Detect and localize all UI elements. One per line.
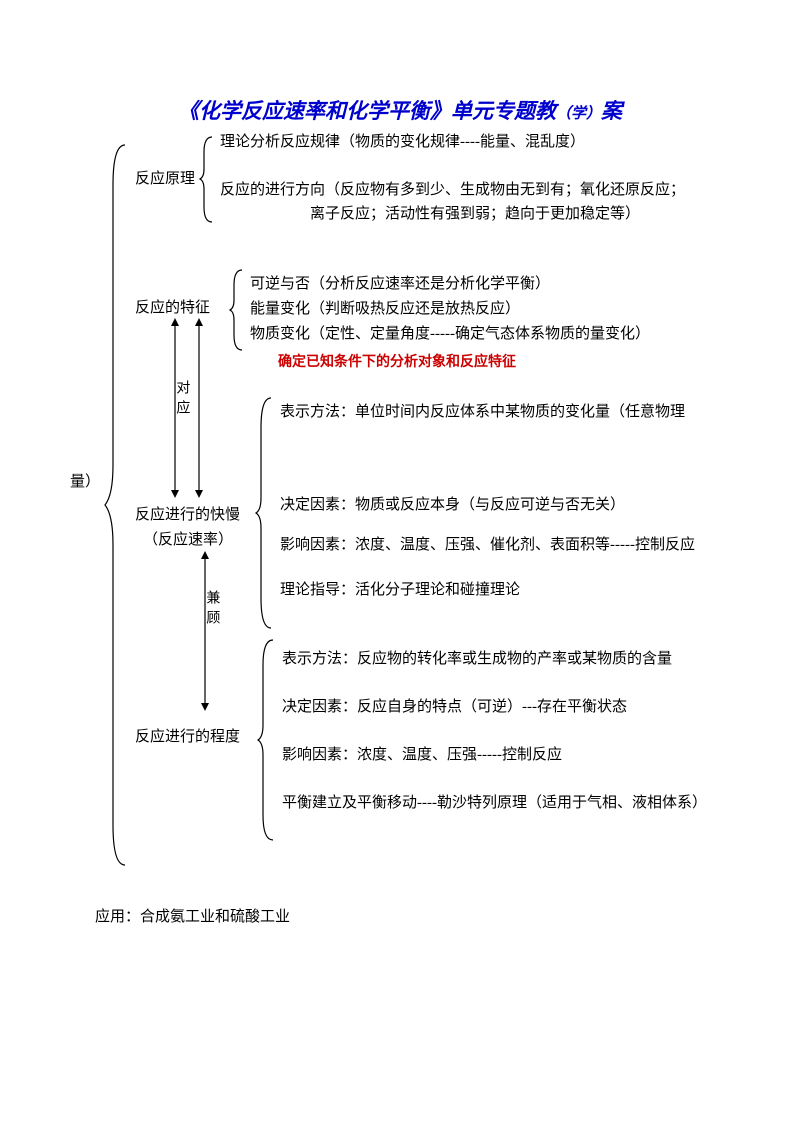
arrow1-label: 对应	[170, 380, 192, 420]
node4-label: 反应进行的程度	[135, 725, 240, 749]
node4-item0: 表示方法：反应物的转化率或生成物的产率或某物质的含量	[282, 647, 672, 671]
node3-item0: 表示方法：单位时间内反应体系中某物质的变化量（任意物理	[280, 400, 685, 424]
node2-item1: 能量变化（判断吸热反应还是放热反应）	[250, 297, 520, 321]
node2-brace	[230, 270, 246, 350]
node2-note: 确定已知条件下的分析对象和反应特征	[278, 350, 516, 372]
title-paren: （学）	[556, 106, 601, 122]
node4-item3: 平衡建立及平衡移动----勒沙特列原理（适用于气相、液相体系）	[282, 791, 707, 815]
node3-label1: 反应进行的快慢	[135, 503, 240, 527]
arrow1b	[192, 318, 206, 498]
arrow2	[198, 551, 212, 711]
root-label: 量）	[70, 470, 100, 494]
node2-label: 反应的特征	[135, 296, 210, 320]
node1-item0: 理论分析反应规律（物质的变化规律----能量、混乱度）	[220, 130, 585, 154]
title-post: 案	[601, 99, 622, 123]
node3-item2: 影响因素：浓度、温度、压强、催化剂、表面积等-----控制反应	[280, 533, 695, 557]
page-title: 《化学反应速率和化学平衡》单元专题教（学）案	[0, 95, 800, 129]
node4-brace	[258, 640, 278, 840]
node2-item2: 物质变化（定性、定量角度-----确定气态体系物质的量变化）	[250, 322, 650, 346]
node1-label: 反应原理	[135, 167, 195, 191]
node3-item3: 理论指导：活化分子理论和碰撞理论	[280, 578, 520, 602]
node1-item1: 反应的进行方向（反应物有多到少、生成物由无到有；氧化还原反应；	[220, 178, 685, 202]
node1-item2: 离子反应；活动性有强到弱；趋向于更加稳定等）	[310, 202, 640, 226]
node4-item2: 影响因素：浓度、温度、压强-----控制反应	[282, 743, 562, 767]
node4-item1: 决定因素：反应自身的特点（可逆）---存在平衡状态	[282, 695, 627, 719]
node3-label2: （反应速率）	[143, 528, 233, 552]
node3-item1: 决定因素：物质或反应本身（与反应可逆与否无关）	[280, 493, 625, 517]
node2-item0: 可逆与否（分析反应速率还是分析化学平衡）	[250, 272, 550, 296]
title-pre: 《化学反应速率和化学平衡》单元专题教	[178, 99, 556, 123]
root-brace	[105, 145, 133, 865]
node1-brace	[200, 137, 216, 222]
node3-brace	[256, 398, 276, 628]
application-text: 应用：合成氨工业和硫酸工业	[95, 905, 290, 929]
arrow2-label: 兼顾	[200, 590, 222, 630]
